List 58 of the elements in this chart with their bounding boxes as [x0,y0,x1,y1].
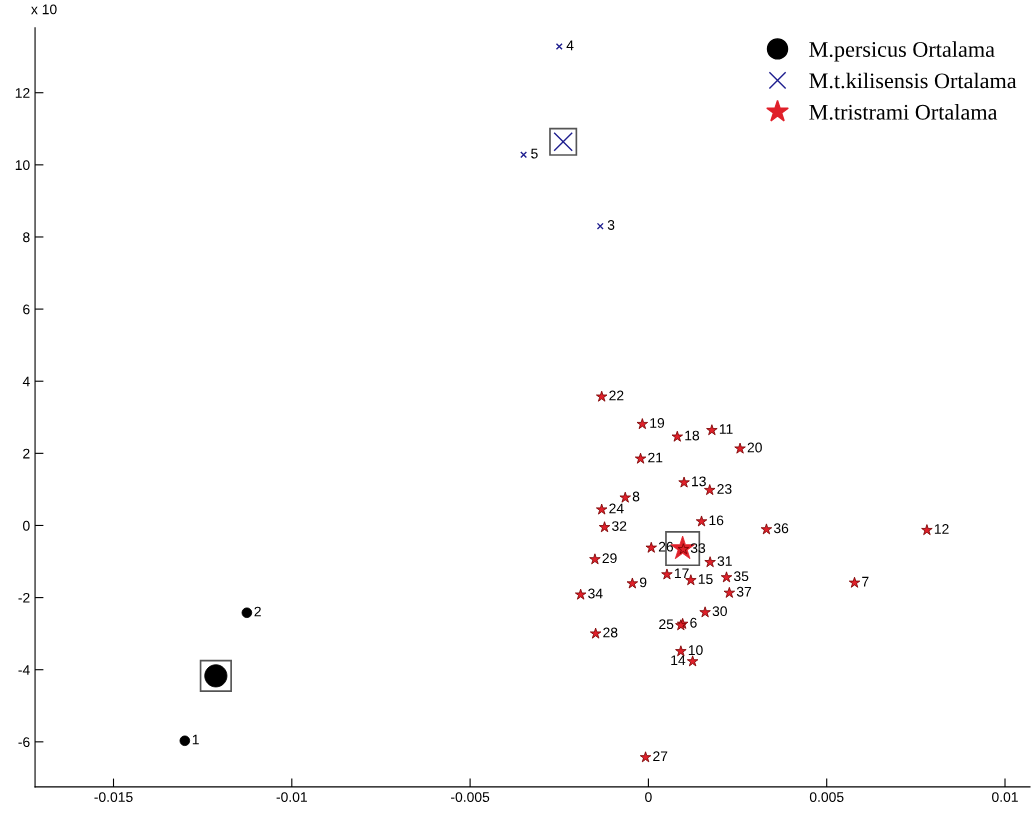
y-tick-label: 0 [23,520,30,531]
x-tick-label: -0.015 [94,792,133,802]
annotation: 24 [609,503,624,514]
annotation: 5 [531,148,538,159]
point [555,43,563,51]
annotation: 31 [717,556,732,566]
annotation: 1 [192,734,199,745]
annotation: 25 [659,619,674,630]
annotation: 34 [588,588,603,599]
annotation: 30 [712,606,727,617]
annotation: 11 [719,424,733,434]
text: x 10 [31,4,57,15]
annotation: 2 [254,606,261,617]
annotation: 14 [671,655,686,666]
annotation: 18 [685,430,700,441]
y-tick-label: -6 [18,737,30,748]
annotation: 15 [698,574,713,585]
annotation: 37 [736,586,752,597]
x-tick-label: -0.01 [276,792,307,802]
y-tick-label: 8 [23,232,30,243]
annotation: 17 [674,568,689,579]
annotation: 7 [862,576,869,587]
annotation: 27 [653,751,668,761]
annotation: 8 [632,491,640,502]
y-tick-label: 6 [23,304,30,315]
y-tick-label: 4 [22,376,30,387]
y-tick-label: 12 [15,88,30,98]
annotation: 21 [648,452,663,463]
legend-label: M.persicus Ortalama [809,41,995,62]
y-tick-label: -2 [18,592,30,603]
annotation: 22 [609,390,624,401]
y-tick-label: 2 [23,448,30,459]
annotation: 3 [607,220,615,230]
annotation: 36 [773,523,789,534]
annotation: 23 [717,484,732,494]
point [520,151,528,159]
annotation: 19 [650,418,665,428]
x-tick-label: -0.005 [451,792,490,802]
x-tick-label: 0 [645,792,652,802]
annotation: 12 [934,524,949,534]
annotation: 35 [733,571,749,582]
annotation: 32 [612,521,627,531]
annotation: 13 [692,476,706,487]
legend-label: M.tristrami Ortalama [809,104,998,120]
annotation: 28 [603,627,618,638]
legend-label: M.t.kilisensis Ortalama [809,72,1017,89]
x-tick-label: 0.01 [992,792,1018,802]
annotation: 20 [747,442,762,453]
annotation: 4 [566,40,574,51]
y-tick-label: -4 [18,665,30,675]
annotation: 6 [690,617,697,628]
annotation: 16 [709,515,724,526]
x-tick-label: 0.005 [809,792,844,802]
annotation: 29 [602,553,617,564]
y-tick-label: 10 [15,160,30,171]
annotation: 9 [639,577,647,588]
annotation: 10 [688,645,703,656]
point [596,222,604,230]
